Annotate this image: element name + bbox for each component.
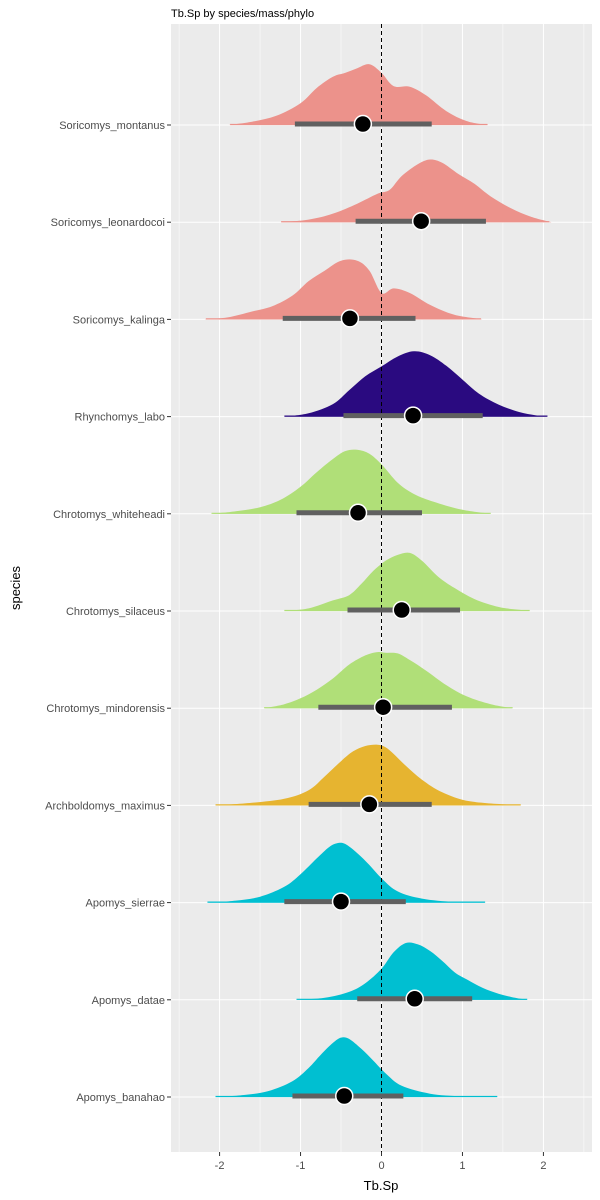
point-Soricomys_kalinga [340, 309, 360, 328]
y-tick-label: Rhynchomys_labo [75, 412, 166, 424]
density-Archboldomys_maximus [215, 744, 521, 806]
point-Chrotomys_mindorensis [373, 697, 393, 717]
density-Chrotomys_whiteheadi [211, 449, 491, 514]
density-Soricomys_montanus [227, 64, 487, 125]
y-tick-label: Soricomys_leonardocoi [51, 217, 165, 229]
y-tick-label: Archboldomys_maximus [45, 800, 165, 812]
density-Apomys_datae [296, 942, 528, 1000]
point-Chrotomys_whiteheadi [348, 503, 368, 523]
y-tick-label: Soricomys_montanus [59, 120, 165, 132]
y-axis-title: species [8, 565, 23, 610]
density-Soricomys_leonardocoi [280, 159, 552, 223]
y-tick-label: Chrotomys_whiteheadi [53, 509, 165, 521]
point-Archboldomys_maximus [360, 795, 379, 814]
density-Rhynchomys_labo [284, 351, 548, 417]
point-Apomys_datae [405, 989, 424, 1009]
x-axis: -2 -1 0 1 2 [215, 1152, 546, 1172]
y-tick-label: Chrotomys_silaceus [66, 606, 166, 618]
point-layer [331, 114, 431, 1106]
density-Soricomys_kalinga [203, 259, 483, 320]
x-axis-title: Tb.Sp [364, 1178, 399, 1193]
density-Apomys_banahao [215, 1037, 498, 1097]
y-tick-label: Chrotomys_mindorensis [46, 703, 165, 715]
x-tick-label: 1 [459, 1160, 465, 1172]
x-tick-label: -2 [215, 1160, 225, 1172]
x-tick-label: 0 [378, 1160, 384, 1172]
y-tick-label: Apomys_sierrae [86, 898, 165, 910]
point-Apomys_banahao [335, 1086, 354, 1106]
point-Soricomys_leonardocoi [411, 211, 431, 231]
point-Chrotomys_silaceus [392, 600, 411, 620]
y-tick-label: Apomys_banahao [76, 1092, 165, 1104]
y-tick-label: Apomys_datae [92, 995, 165, 1007]
y-tick-label: Soricomys_kalinga [73, 314, 166, 326]
x-tick-label: -1 [296, 1160, 306, 1172]
density-Chrotomys_mindorensis [264, 651, 513, 709]
y-axis: Soricomys_montanus Soricomys_leonardocoi S… [45, 120, 171, 1104]
density-Apomys_sierrae [207, 842, 486, 903]
point-Soricomys_montanus [353, 114, 373, 134]
point-Apomys_sierrae [331, 892, 351, 911]
point-Rhynchomys_labo [403, 406, 423, 425]
density-Chrotomys_silaceus [284, 552, 532, 611]
chart-title: Tb.Sp by species/mass/phylo [171, 8, 314, 20]
x-tick-label: 2 [540, 1160, 546, 1172]
density-layer [203, 64, 552, 1098]
